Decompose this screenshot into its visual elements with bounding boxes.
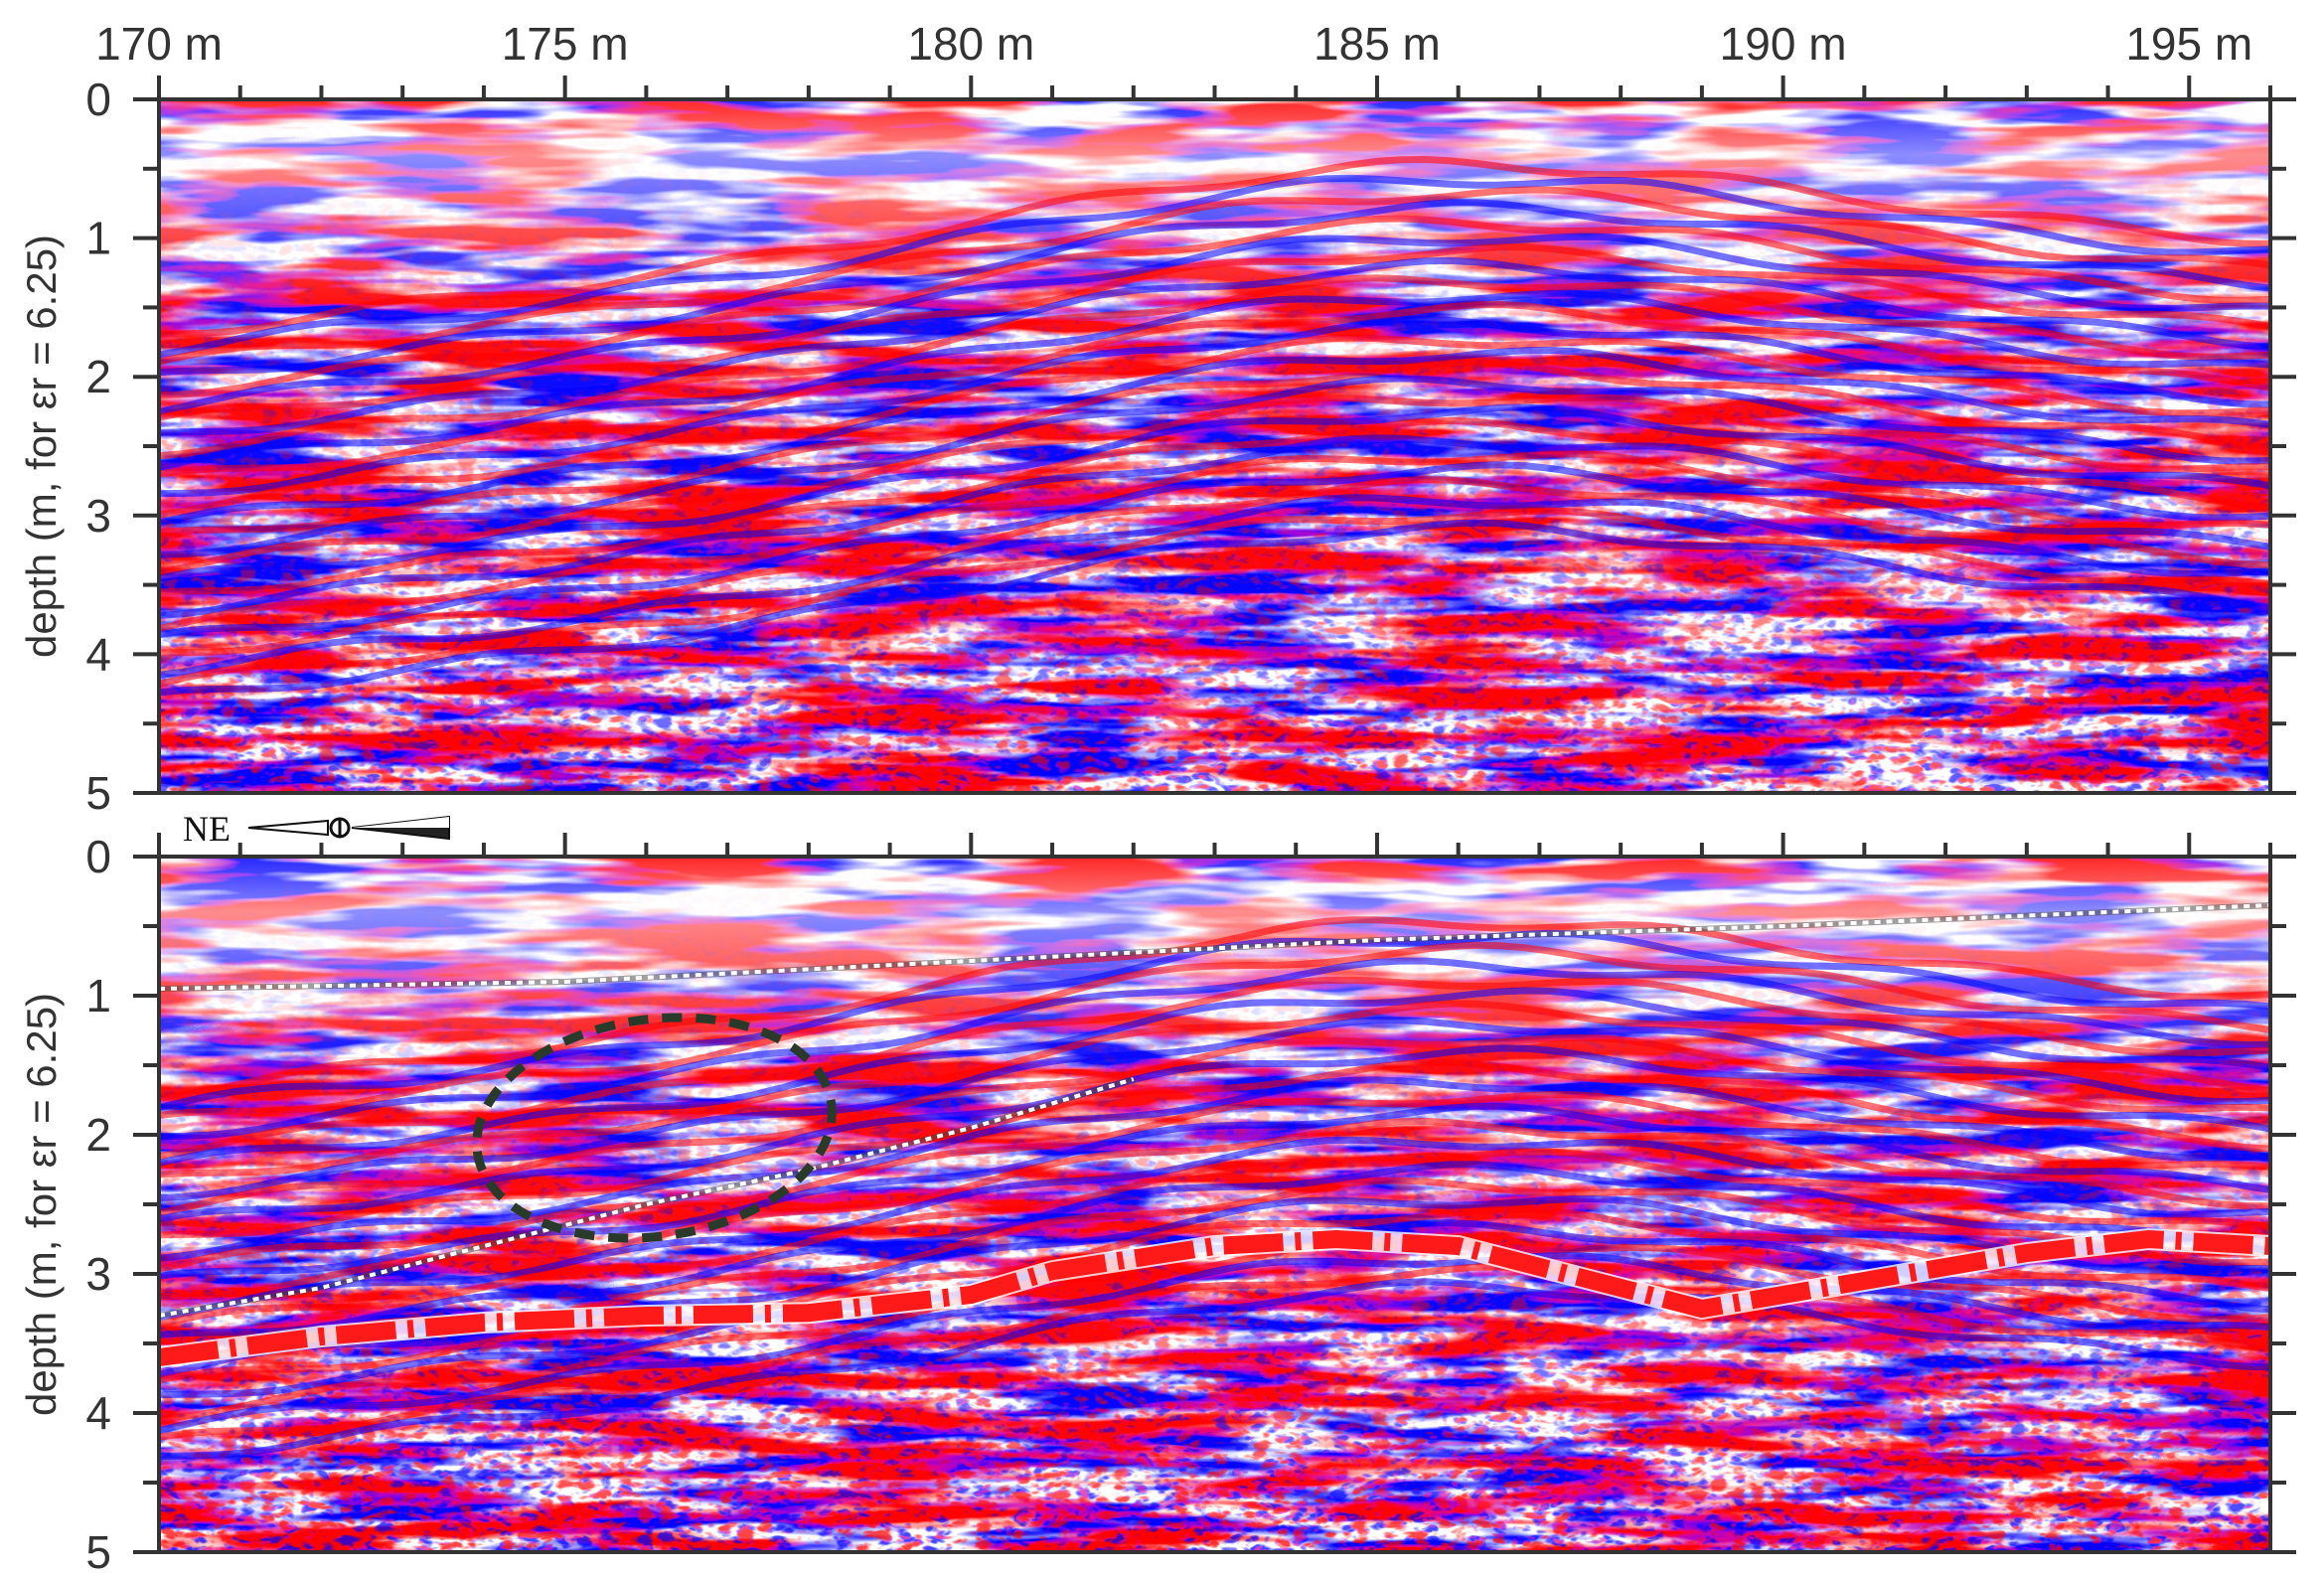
interpreted-reflector-shadow [158, 1076, 1135, 1319]
reflector-band [158, 1102, 2271, 1280]
x-tick-label: 195 m [2125, 18, 2252, 70]
reflector-band [158, 1148, 2271, 1329]
reflector-band [158, 1161, 2271, 1338]
reflector-band [158, 916, 2271, 1102]
reflector-band [158, 1017, 2271, 1201]
reflector-band [158, 1044, 2271, 1223]
reflector-band [158, 375, 2271, 558]
reflector-band [158, 256, 2271, 436]
reflector-band [158, 243, 2271, 421]
reflector-band [158, 155, 2271, 338]
x-tick-label: 170 m [95, 18, 223, 70]
y-tick-label: 3 [85, 490, 111, 542]
reflector-band [158, 450, 2271, 633]
y-tick-label: 5 [85, 1526, 111, 1573]
reflector-band [158, 403, 2271, 582]
y-tick-label: 2 [85, 351, 111, 402]
radargram-bottom-panel: 0 1 2 3 4 5 depth (m, for εr = 6.25) [18, 831, 2296, 1573]
reflector-band [158, 1076, 2271, 1262]
reflector-band [158, 494, 2271, 679]
interpreted-reflector-white [158, 903, 2271, 991]
reflector-band [158, 1058, 2271, 1239]
reflector-band [158, 359, 2271, 537]
y-tick-label: 1 [85, 213, 111, 264]
reflector-band [158, 416, 2271, 596]
reflector-band [158, 393, 2271, 576]
y-tick-label: 0 [85, 831, 111, 882]
reflector-band [158, 199, 2271, 377]
interpreted-reflector-red [157, 1229, 2271, 1366]
reflector-band [158, 957, 2271, 1141]
reflector-band [158, 289, 2271, 472]
y-tick-label: 4 [85, 628, 111, 680]
top-y-axis-ticks: 0 1 2 3 4 5 [85, 74, 2296, 819]
y-tick-label: 2 [85, 1109, 111, 1161]
reflector-bands-bottom [158, 916, 2271, 1460]
y-tick-label: 4 [85, 1387, 111, 1439]
compass-ne-label: NE [183, 809, 231, 849]
reflector-band [158, 519, 2271, 697]
reflector-band [158, 300, 2271, 478]
reflector-band [158, 1252, 2271, 1435]
bottom-y-axis-ticks: 0 1 2 3 4 5 [85, 831, 2296, 1573]
compass-indicator: NE [183, 809, 450, 849]
reflector-band [158, 1000, 2271, 1179]
reflector-band [158, 461, 2271, 639]
reflector-band [158, 434, 2271, 619]
bottom-y-axis-label: depth (m, for εr = 6.25) [18, 993, 65, 1416]
reflector-band [158, 215, 2271, 399]
x-axis-tick-labels: 170 m 175 m 180 m 185 m 190 m 195 m [95, 18, 2252, 70]
feature-ellipse [472, 1013, 837, 1243]
reflector-band [158, 507, 2271, 688]
reflector-band [158, 334, 2271, 519]
reflector-band [158, 475, 2271, 657]
reflector-band [158, 976, 2271, 1161]
reflector-bands-top [158, 155, 2271, 697]
y-tick-label: 3 [85, 1248, 111, 1300]
reflector-band [158, 1033, 2271, 1217]
reflector-band [158, 1090, 2271, 1273]
y-tick-label: 1 [85, 970, 111, 1022]
reflector-band [158, 1205, 2271, 1384]
compass-arrow-icon [247, 815, 450, 841]
x-tick-label: 180 m [907, 18, 1034, 70]
radargram-top-panel: 0 1 2 3 4 5 depth (m, for εr = 6.25) [18, 74, 2296, 819]
reflector-band [158, 233, 2271, 415]
reflector-band [158, 174, 2271, 359]
interpretation-overlays [157, 902, 2271, 1368]
reflector-band [158, 987, 2271, 1167]
reflector-band [158, 1236, 2271, 1422]
y-tick-label: 0 [85, 74, 111, 125]
reflector-band [158, 1136, 2271, 1321]
x-tick-label: 175 m [502, 18, 629, 70]
reflector-band [158, 274, 2271, 460]
reflector-band [158, 1117, 2271, 1301]
reflector-band [158, 186, 2271, 366]
reflector-band [158, 1278, 2271, 1460]
x-tick-label: 190 m [1720, 18, 1847, 70]
top-y-axis-label: depth (m, for εr = 6.25) [18, 235, 65, 658]
reflector-band [158, 1263, 2271, 1441]
x-tick-label: 185 m [1314, 18, 1441, 70]
reflector-band [158, 346, 2271, 527]
y-tick-label: 5 [85, 767, 111, 819]
reflector-band [158, 315, 2271, 498]
